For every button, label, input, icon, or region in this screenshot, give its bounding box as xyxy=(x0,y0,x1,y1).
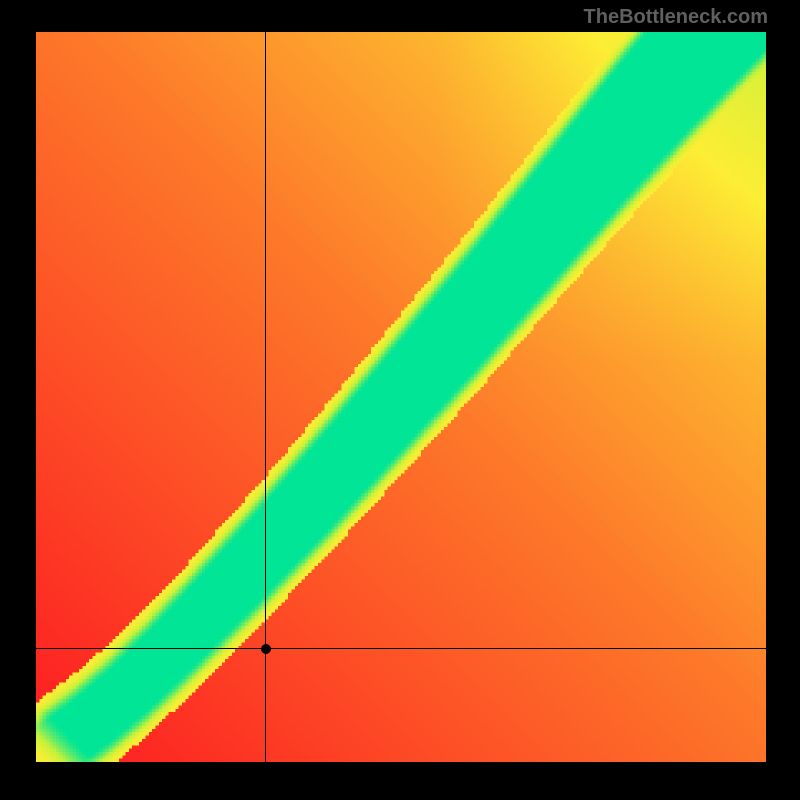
watermark-text: TheBottleneck.com xyxy=(584,6,768,29)
heatmap-canvas xyxy=(36,32,766,762)
crosshair-horizontal xyxy=(36,648,766,649)
bottleneck-heatmap xyxy=(36,32,766,762)
selection-marker[interactable] xyxy=(261,644,271,654)
